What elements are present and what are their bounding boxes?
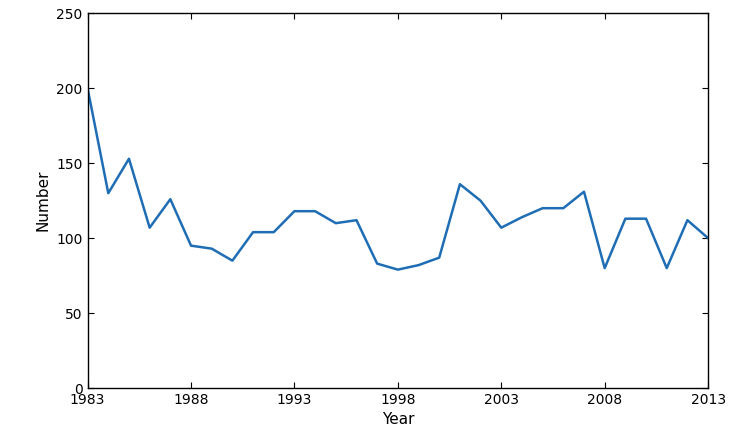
X-axis label: Year: Year [382,413,414,427]
Y-axis label: Number: Number [36,170,51,231]
